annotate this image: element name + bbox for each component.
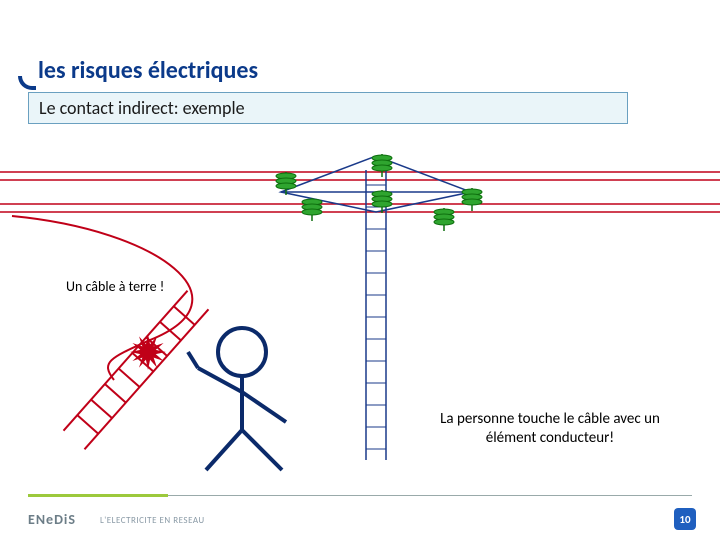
footer-accent: [28, 494, 168, 497]
brand-tagline: L'ELECTRICITE EN RESEAU: [100, 515, 205, 526]
subtitle-text: Le contact indirect: exemple: [39, 97, 245, 119]
subtitle-bar: Le contact indirect: exemple: [28, 92, 628, 124]
title-accent-curve: [18, 76, 36, 90]
page-number: 10: [674, 508, 696, 530]
page-title: les risques électriques: [38, 56, 258, 85]
label-cable: Un câble à terre !: [66, 278, 164, 295]
brand-logo: ENeDiS: [28, 511, 76, 528]
label-caption: La personne touche le câble avec un élém…: [430, 410, 670, 448]
